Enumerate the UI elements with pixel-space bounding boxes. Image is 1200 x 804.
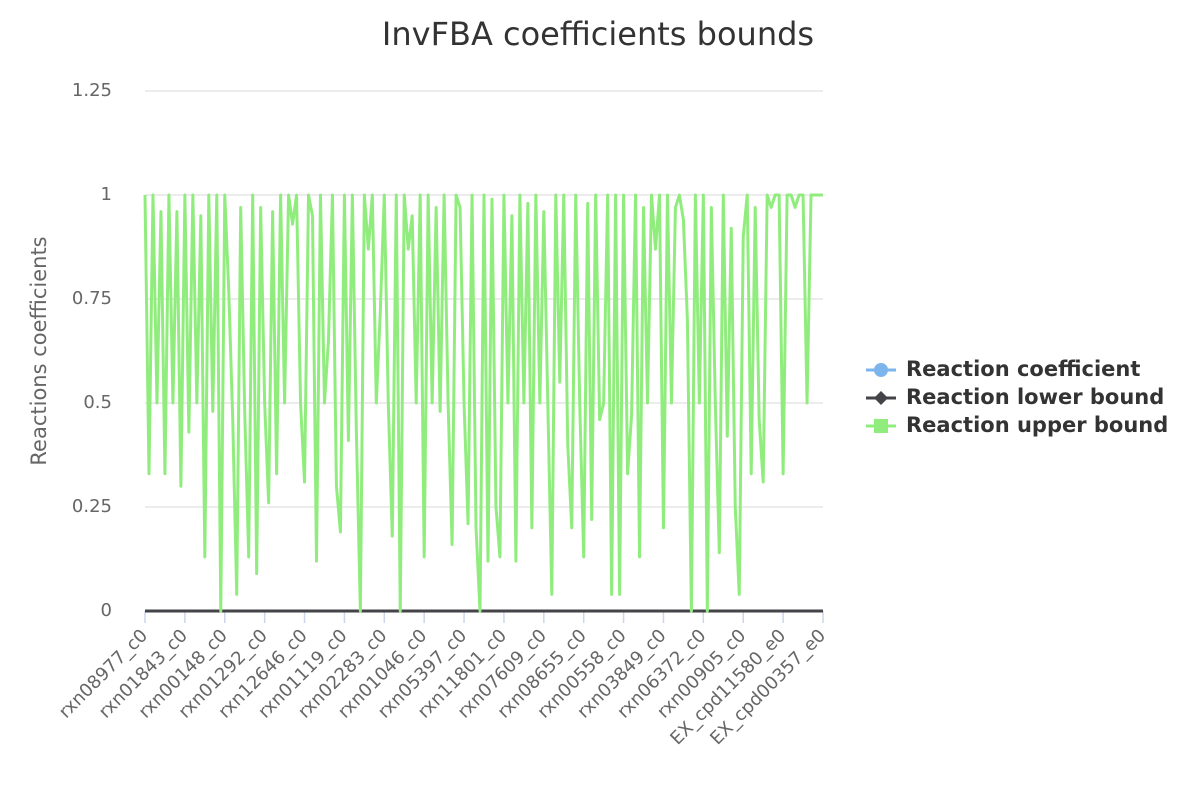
legend-marker [874, 391, 888, 405]
y-tick-label: 0.25 [72, 496, 112, 517]
y-tick-label: 0 [101, 600, 112, 621]
legend-label: Reaction coefficient [906, 357, 1140, 381]
y-tick-label: 1 [101, 184, 112, 205]
legend-label: Reaction lower bound [906, 385, 1164, 409]
y-tick-label: 1.25 [72, 80, 112, 101]
chart-title: InvFBA coefficients bounds [382, 15, 814, 53]
series-line [143, 193, 823, 613]
legend-marker [874, 363, 888, 377]
legend-label: Reaction upper bound [906, 413, 1168, 437]
y-axis-title: Reactions coefficients [27, 236, 51, 465]
y-tick-label: 0.5 [83, 392, 112, 413]
y-tick-label: 0.75 [72, 288, 112, 309]
legend-marker [874, 419, 888, 433]
